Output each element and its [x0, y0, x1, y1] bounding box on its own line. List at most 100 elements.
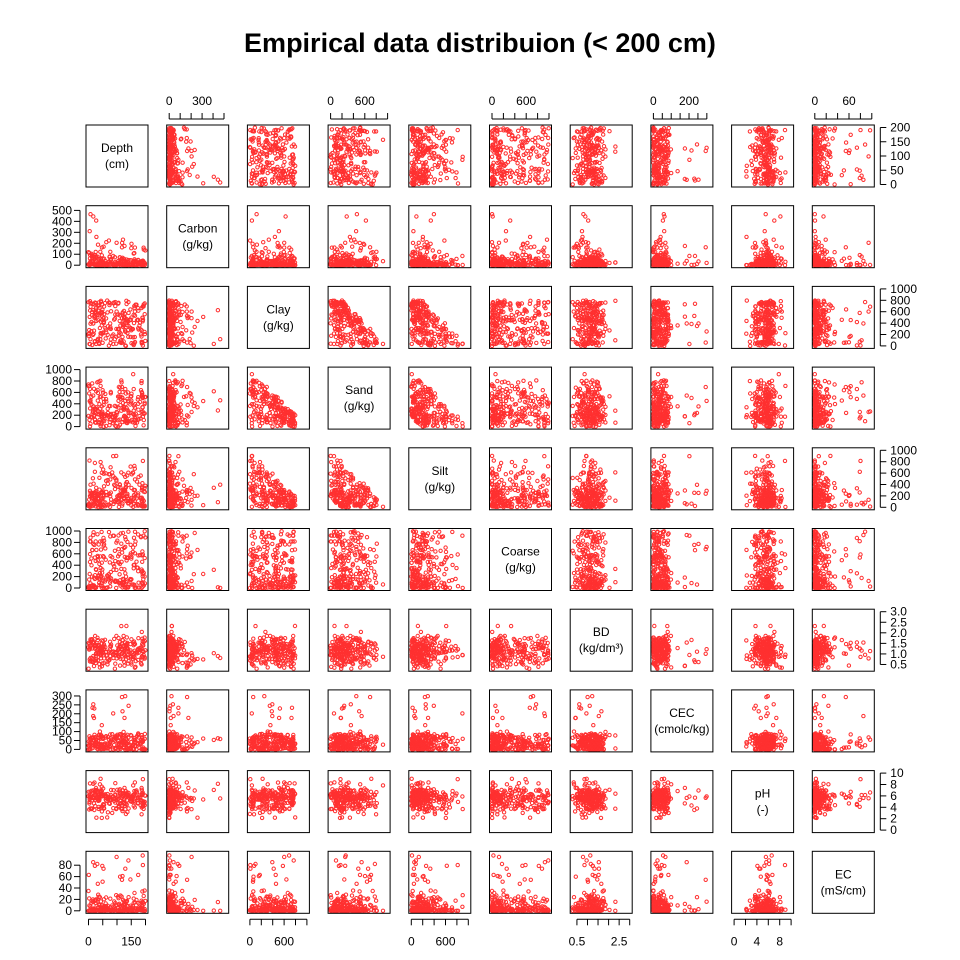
data-point — [415, 215, 418, 218]
data-point — [429, 175, 432, 178]
data-point — [571, 256, 574, 259]
data-point — [697, 178, 700, 181]
data-point — [764, 213, 767, 216]
data-point — [528, 235, 531, 238]
data-point — [179, 320, 182, 323]
data-point — [745, 175, 748, 178]
data-point — [370, 171, 373, 174]
data-point — [526, 149, 529, 152]
data-point — [255, 243, 258, 246]
data-point — [455, 257, 458, 260]
scatter-panel-carbon-depth — [86, 206, 148, 268]
scatter-panel-depth-ph — [732, 125, 794, 187]
data-point — [840, 174, 843, 177]
data-point — [676, 170, 679, 173]
variable-unit-label: (cm) — [105, 157, 129, 171]
data-point — [571, 183, 574, 186]
data-point — [490, 155, 493, 158]
data-point — [844, 246, 847, 249]
data-point — [248, 162, 251, 165]
data-point — [348, 235, 351, 238]
scatter-panel-carbon-clay — [247, 206, 309, 268]
data-point — [520, 180, 523, 183]
data-point — [193, 148, 196, 151]
data-point — [277, 230, 280, 233]
data-point — [661, 219, 664, 222]
data-point — [185, 329, 188, 332]
data-point — [196, 319, 199, 322]
variable-name-label: Clay — [266, 302, 290, 316]
data-point — [543, 153, 546, 156]
data-point — [130, 242, 133, 245]
data-point — [528, 156, 531, 159]
data-point — [659, 247, 662, 250]
data-point — [693, 254, 696, 257]
data-point — [763, 230, 766, 233]
data-point — [250, 219, 253, 222]
data-point — [775, 244, 778, 247]
data-point — [266, 171, 269, 174]
scatter-panel-depth-bd — [570, 125, 632, 187]
data-point — [547, 143, 550, 146]
variable-name-label: Depth — [101, 141, 133, 155]
data-point — [439, 172, 442, 175]
data-point — [439, 178, 442, 181]
data-point — [381, 138, 384, 141]
scatter-panel-carbon-bd — [570, 206, 632, 268]
data-point — [541, 137, 544, 140]
data-point — [419, 247, 422, 250]
data-point — [600, 140, 603, 143]
scatter-panel-clay-silt — [409, 286, 471, 348]
data-point — [191, 331, 194, 334]
data-point — [584, 215, 587, 218]
data-point — [820, 244, 823, 247]
data-point — [773, 219, 776, 222]
data-point — [344, 241, 347, 244]
data-point — [705, 261, 708, 264]
data-point — [366, 138, 369, 141]
data-point — [248, 239, 251, 242]
data-point — [535, 150, 538, 153]
data-point — [282, 164, 285, 167]
data-point — [529, 153, 532, 156]
data-point — [345, 215, 348, 218]
data-point — [255, 161, 258, 164]
data-point — [529, 246, 532, 249]
data-point — [543, 254, 546, 257]
data-point — [533, 245, 536, 248]
data-point — [428, 156, 431, 159]
data-point — [185, 310, 188, 313]
data-point — [202, 182, 205, 185]
data-point — [813, 230, 816, 233]
data-point — [545, 238, 548, 241]
data-point — [196, 175, 199, 178]
data-point — [355, 338, 358, 341]
panel-frame — [812, 206, 874, 268]
data-point — [190, 310, 193, 313]
data-point — [670, 171, 673, 174]
variable-name-label: Carbon — [178, 222, 217, 236]
data-point — [745, 235, 748, 238]
data-point — [364, 219, 367, 222]
data-point — [368, 246, 371, 249]
data-point — [251, 242, 254, 245]
data-point — [772, 238, 775, 241]
data-point — [502, 145, 505, 148]
data-point — [513, 180, 516, 183]
data-point — [192, 344, 195, 347]
data-point — [547, 136, 550, 139]
data-point — [509, 219, 512, 222]
panel-frame — [86, 125, 148, 187]
data-point — [181, 325, 184, 328]
data-point — [375, 250, 378, 253]
data-point — [863, 143, 866, 146]
data-point — [546, 255, 549, 258]
data-point — [745, 164, 748, 167]
data-point — [784, 260, 787, 263]
data-point — [434, 129, 437, 132]
data-point — [188, 337, 191, 340]
data-point — [760, 248, 763, 251]
data-point — [256, 166, 259, 169]
data-point — [455, 171, 458, 174]
data-point — [271, 137, 274, 140]
